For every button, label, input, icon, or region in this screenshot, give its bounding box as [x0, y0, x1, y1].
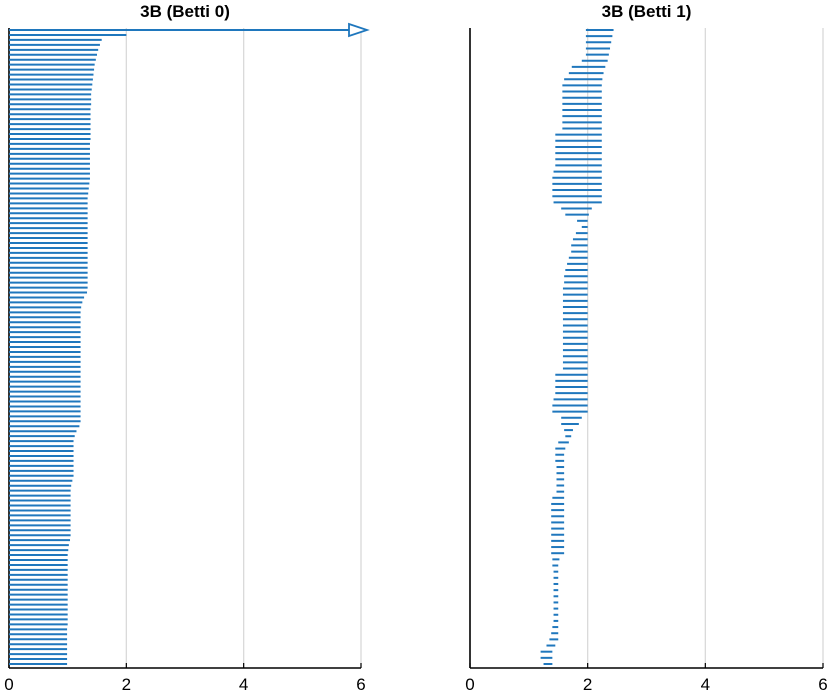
- x-tick-label: 4: [701, 675, 710, 693]
- x-tick-label: 2: [122, 675, 131, 693]
- x-tick-label: 0: [4, 675, 13, 693]
- betti-0-panel: 3B (Betti 0) 0 2 4 6: [4, 2, 370, 693]
- betti-1-title: 3B (Betti 1): [602, 2, 692, 21]
- x-tick-label: 6: [818, 675, 827, 693]
- x-tick-label: 2: [583, 675, 592, 693]
- x-tick-label: 4: [239, 675, 248, 693]
- betti-1-panel: 3B (Betti 1) 0 2 4 6: [465, 2, 827, 693]
- x-tick-label: 0: [465, 675, 474, 693]
- x-tick-label: 6: [356, 675, 365, 693]
- infinite-bar-arrow: [348, 22, 370, 38]
- betti-0-title: 3B (Betti 0): [140, 2, 230, 21]
